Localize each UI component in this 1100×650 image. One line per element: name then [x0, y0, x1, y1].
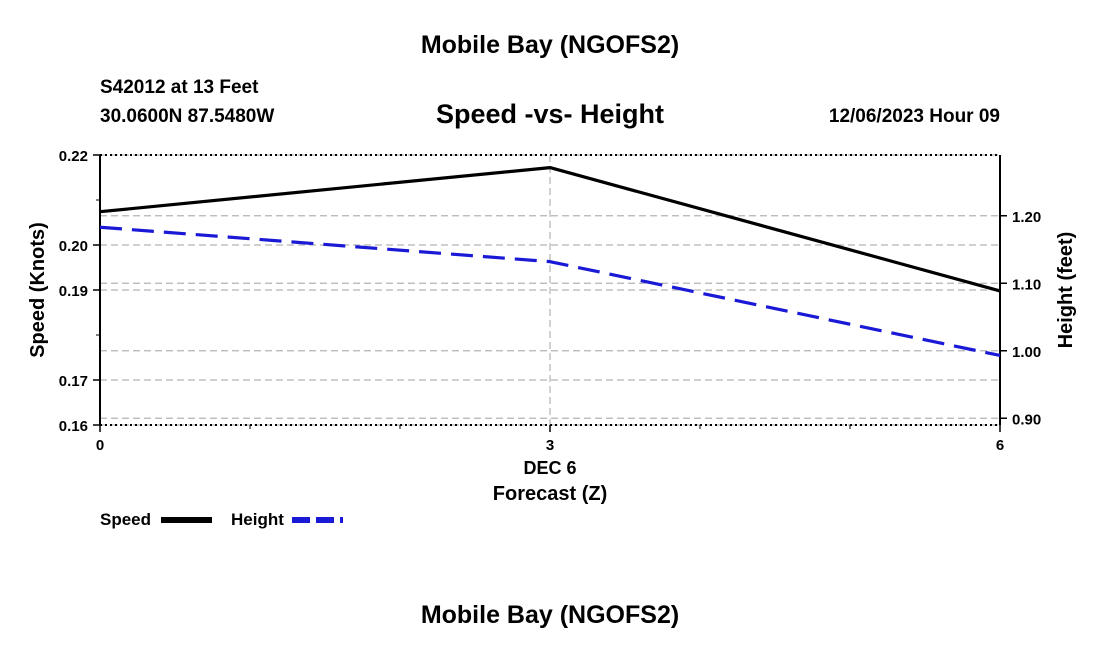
forecast-datetime: 12/06/2023 Hour 09: [828, 106, 1000, 127]
chart-subtitle: Speed -vs- Height: [435, 99, 665, 129]
right-tick-label: 1.20: [1012, 209, 1041, 226]
right-tick-label: 1.00: [1012, 344, 1041, 361]
x-date-label: DEC 6: [523, 458, 576, 478]
speed-series-line: [99, 166, 1001, 293]
x-tick-label: 6: [996, 437, 1004, 454]
left-tick-label: 0.17: [59, 373, 88, 390]
left-tick-label: 0.16: [59, 418, 88, 435]
left-tick-label: 0.22: [59, 148, 88, 165]
y-right-axis-label: Height (feet): [1055, 232, 1077, 349]
legend-height-label: Height: [231, 510, 284, 529]
station-label: S42012 at 13 Feet: [100, 77, 259, 98]
chart-title: Mobile Bay (NGOFS2): [420, 31, 680, 59]
x-tick-label: 3: [546, 437, 554, 454]
legend-speed-label: Speed: [100, 510, 151, 529]
right-tick-label: 0.90: [1012, 411, 1041, 428]
y-left-axis-label: Speed (Knots): [27, 222, 49, 358]
footer-title: Mobile Bay (NGOFS2): [420, 601, 680, 629]
height-series-line: [99, 225, 1001, 358]
left-tick-label: 0.19: [59, 283, 88, 300]
left-tick-label: 0.20: [59, 238, 88, 255]
right-tick-label: 1.10: [1012, 276, 1041, 293]
x-axis-label: Forecast (Z): [493, 483, 607, 505]
x-tick-label: 0: [96, 437, 104, 454]
station-coordinates: 30.0600N 87.5480W: [100, 106, 275, 127]
